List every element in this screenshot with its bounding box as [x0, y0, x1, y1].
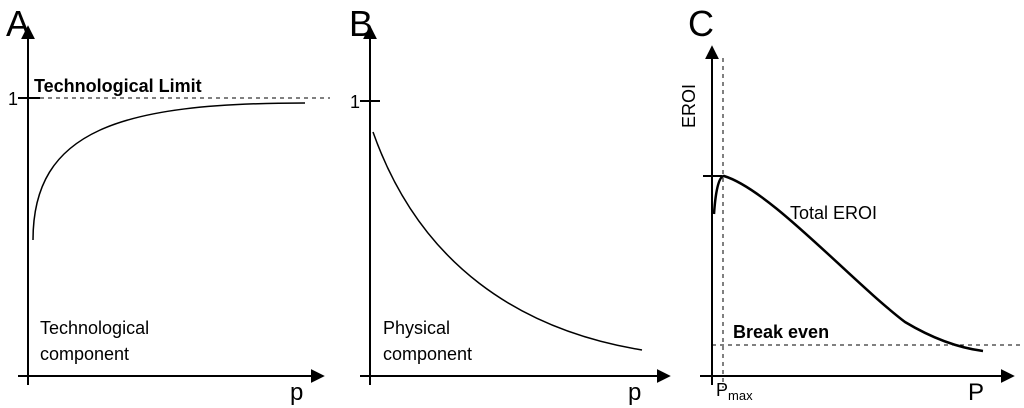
panel-a-letter: A	[6, 3, 30, 44]
panel-c-break-even-label: Break even	[733, 322, 829, 342]
panel-c-letter: C	[688, 3, 714, 44]
panel-c-x-label: P	[968, 379, 984, 406]
panel-a-y-tick-label: 1	[8, 89, 18, 109]
panel-c-curve-label: Total EROI	[790, 203, 877, 223]
panel-b: B 1 Physical component p	[349, 3, 671, 406]
panel-c-y-label: EROI	[679, 84, 699, 128]
panel-a-component-line1: Technological	[40, 318, 149, 338]
panel-b-curve	[372, 131, 643, 351]
panel-a: A 1 Technological Limit Technological co…	[6, 3, 330, 406]
panel-b-component-line1: Physical	[383, 318, 450, 338]
panel-a-limit-label: Technological Limit	[34, 76, 202, 96]
panel-b-component-line2: component	[383, 344, 472, 364]
panel-c-curve	[712, 174, 984, 353]
panel-c-pmax-label: Pmax	[716, 380, 753, 403]
panel-b-y-tick-label: 1	[350, 92, 360, 112]
panel-a-curve	[32, 102, 306, 241]
panel-b-x-label: p	[628, 379, 641, 406]
panel-a-x-label: p	[290, 379, 303, 406]
panel-a-component-line2: component	[40, 344, 129, 364]
panel-c: C EROI Total EROI Break even Pmax P	[679, 3, 1020, 406]
